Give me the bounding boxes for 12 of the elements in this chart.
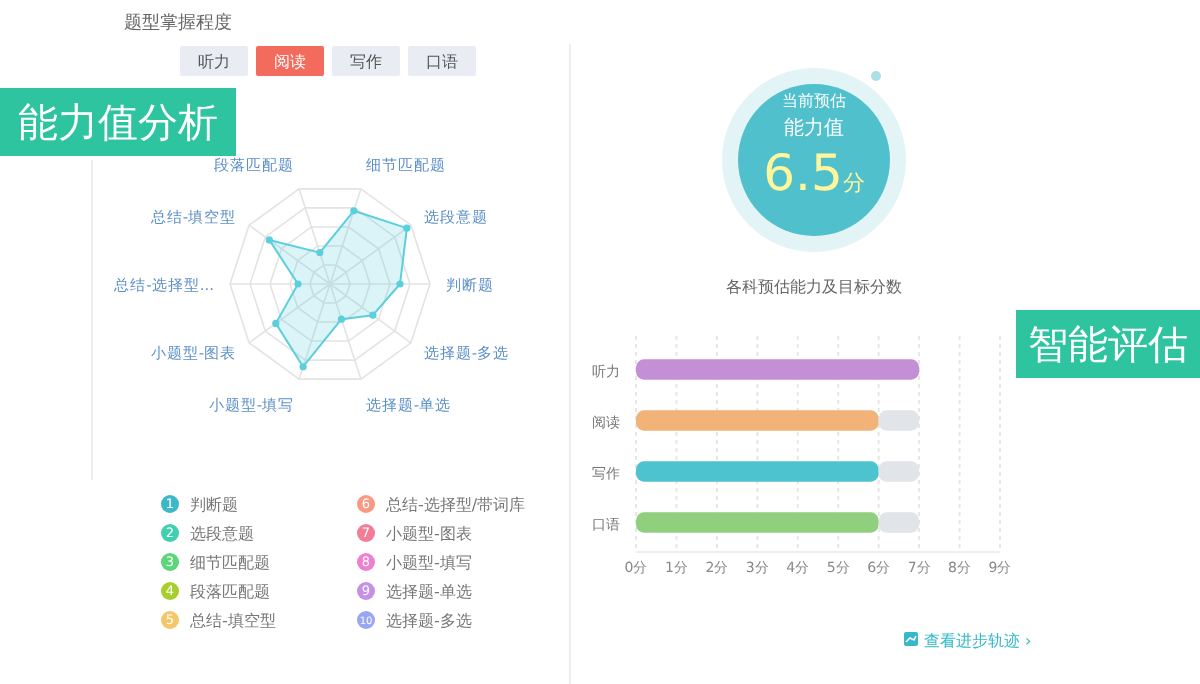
text: 当前预估	[782, 92, 846, 110]
chart-title: 题型掌握程度	[124, 12, 232, 34]
text: 能力值分析	[18, 98, 218, 146]
text: 智能评估	[1028, 320, 1188, 368]
chart-title: 各科预估能力及目标分数	[726, 278, 902, 296]
text: 6.5分	[763, 144, 865, 202]
text: 查看进步轨迹 ›	[924, 632, 1032, 650]
text: 口语	[426, 53, 458, 71]
text: 能力值	[784, 116, 844, 140]
text: 阅读	[274, 53, 306, 71]
text: 听力	[198, 53, 230, 71]
text: 写作	[350, 53, 382, 71]
